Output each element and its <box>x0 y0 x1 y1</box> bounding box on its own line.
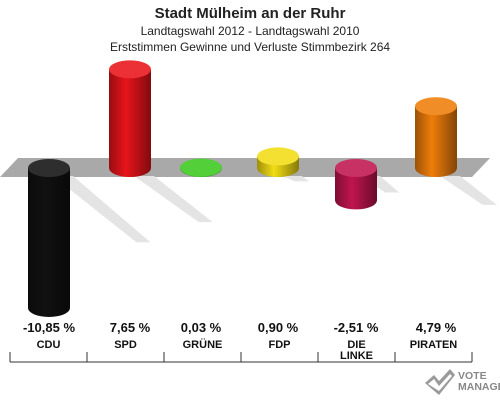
checkmark-ballot-icon <box>425 369 455 395</box>
value-label: -2,51 % <box>334 320 379 335</box>
category-label: PIRATEN <box>410 339 458 351</box>
bar-grüne <box>180 158 222 177</box>
bar-shadow <box>53 176 151 243</box>
bar-cdu <box>28 159 151 317</box>
bar-top-cap <box>109 60 151 79</box>
bar-die-linke <box>335 159 400 210</box>
bar-spd <box>109 60 213 223</box>
bar-bottom-cap <box>415 159 457 177</box>
chart-titles: Stadt Mülheim an der Ruhr Landtagswahl 2… <box>0 0 500 55</box>
bar-top-cap <box>335 159 377 177</box>
bar-shadow <box>134 176 213 223</box>
bar-top-cap <box>257 147 299 166</box>
value-label: 0,90 % <box>258 320 299 335</box>
votemanager-logo: VOTE MANAGER <box>422 363 500 400</box>
category-label: FDP <box>269 339 291 351</box>
chart-title: Stadt Mülheim an der Ruhr <box>154 5 346 22</box>
bar-body <box>28 168 70 308</box>
category-label: GRÜNE <box>183 338 223 351</box>
logo-line2: MANAGER <box>458 381 500 393</box>
category-label: CDU <box>37 339 61 351</box>
bar-shadow <box>440 176 497 205</box>
chart-description: Erststimmen Gewinne und Verluste Stimmbe… <box>109 40 391 54</box>
bar-body <box>109 69 151 168</box>
value-label: 4,79 % <box>416 320 457 335</box>
category-label: DIE <box>347 339 365 351</box>
bar-body <box>415 106 457 168</box>
bar-bottom-cap <box>109 159 151 177</box>
logo-line1: VOTE <box>458 370 487 382</box>
bar-piraten <box>415 97 497 205</box>
bar-top-cap <box>415 97 457 116</box>
bar-bottom-cap <box>28 298 70 317</box>
bar-bottom-cap <box>335 191 377 210</box>
category-label: LINKE <box>340 350 373 362</box>
bar-top-cap <box>180 158 222 177</box>
value-label: 7,65 % <box>110 320 151 335</box>
bar-top-cap <box>28 159 70 177</box>
category-label: SPD <box>114 339 137 351</box>
chart-subtitle: Landtagswahl 2012 - Landtagswahl 2010 <box>140 24 360 38</box>
bar-shadow <box>282 176 309 182</box>
bar-fdp <box>257 147 309 182</box>
value-label: 0,03 % <box>181 320 222 335</box>
value-label: -10,85 % <box>23 320 75 335</box>
